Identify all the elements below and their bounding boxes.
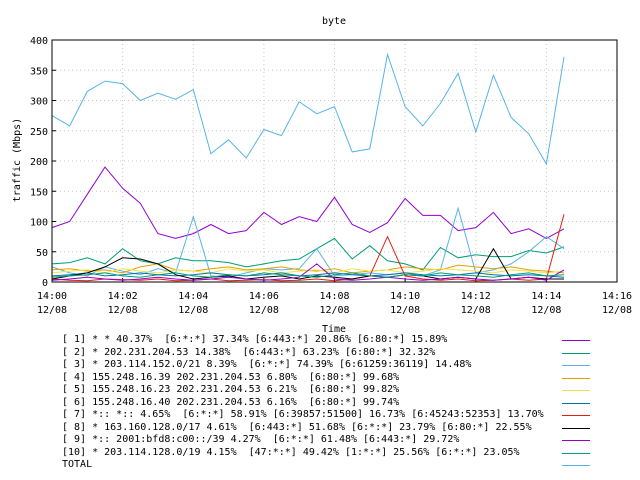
- series-line-10: [51, 272, 565, 278]
- legend-entry-label: [ 2] * 202.231.204.53 14.38% [6:443:*] 6…: [62, 346, 436, 358]
- x-tick-time: 14:10: [390, 291, 420, 302]
- x-tick-date: 12/08: [602, 305, 632, 316]
- y-tick-label: 350: [30, 66, 48, 77]
- series-line-11: [51, 52, 565, 166]
- legend-entry-label: [ 6] 155.248.16.40 202.231.204.53 6.16% …: [62, 396, 400, 408]
- series-line-9: [51, 263, 565, 281]
- y-tick-label: 150: [30, 187, 48, 198]
- legend-swatch: [562, 440, 590, 441]
- legend-entry-label: [ 8] * 163.160.128.0/17 4.61% [6:443:*] …: [62, 421, 532, 433]
- chart-title: byte: [322, 16, 346, 27]
- legend-entry-label: TOTAL: [62, 459, 93, 470]
- legend-swatch: [562, 390, 590, 391]
- legend-swatch: [562, 427, 590, 429]
- x-tick-time: 14:02: [108, 291, 138, 302]
- grid-lines: [52, 40, 617, 282]
- series-lines: [51, 52, 565, 282]
- y-tick-label: 300: [30, 97, 48, 108]
- x-tick-date: 12/08: [390, 305, 420, 316]
- legend-swatch: [562, 415, 590, 416]
- y-tick-label: 50: [36, 248, 48, 259]
- y-tick-label: 100: [30, 218, 48, 229]
- x-tick-date: 12/08: [531, 305, 561, 316]
- legend-entry-label: [10] * 203.114.128.0/19 4.15% [47:*:*] 4…: [62, 446, 520, 458]
- legend-swatch: [562, 452, 590, 454]
- series-line-2: [51, 237, 565, 271]
- series-line-8: [51, 247, 564, 280]
- series-line-1: [51, 166, 565, 239]
- x-tick-time: 14:16: [602, 291, 632, 302]
- legend-entry-label: [ 7] *:: *:: 4.65% [6:*:*] 58.91% [6:398…: [62, 409, 544, 420]
- legend-swatch: [562, 402, 590, 404]
- x-tick-date: 12/08: [178, 305, 208, 316]
- x-tick-time: 14:06: [249, 291, 279, 302]
- series-line-7: [51, 214, 565, 282]
- x-tick-time: 14:04: [178, 291, 208, 302]
- legend-swatch: [562, 377, 590, 379]
- x-tick-time: 14:14: [531, 291, 561, 302]
- x-tick-date: 12/08: [37, 305, 67, 316]
- legend-swatch: [562, 352, 590, 354]
- y-tick-label: 400: [30, 36, 48, 47]
- y-tick-label: 0: [42, 278, 48, 289]
- x-axis: 14:00 12/08 14:02 12/08 14:04 12/08 14:06 12/08…: [37, 278, 632, 316]
- x-tick-time: 14:08: [319, 291, 349, 302]
- plot-frame: [51, 39, 618, 283]
- legend-entry-label: [ 4] 155.248.16.39 202.231.204.53 6.80% …: [62, 371, 400, 383]
- legend-entry-label: [ 5] 155.248.16.23 202.231.204.53 6.21% …: [62, 384, 400, 395]
- x-tick-time: 14:00: [37, 291, 67, 302]
- x-tick-date: 12/08: [108, 305, 138, 316]
- series-line-3: [51, 206, 565, 278]
- legend-swatch: [562, 340, 590, 341]
- legend-entry-label: [ 9] *:: 2001:bfd8:c00::/39 4.27% [6:*:*…: [62, 434, 460, 445]
- x-tick-date: 12/08: [319, 305, 349, 316]
- series-line-4: [51, 263, 565, 274]
- legend-entry-label: [ 3] * 203.114.152.0/21 8.39% [6:*:*] 74…: [62, 359, 472, 370]
- x-tick-time: 14:12: [461, 291, 491, 302]
- legend-swatch: [562, 465, 590, 466]
- legend-swatch: [562, 365, 590, 366]
- legend-entry-label: [ 1] * * 40.37% [6:*:*] 37.34% [6:443:*]…: [62, 334, 448, 345]
- y-tick-label: 250: [30, 127, 48, 138]
- y-tick-label: 200: [30, 157, 48, 168]
- x-axis-label: Time: [322, 324, 346, 335]
- x-tick-date: 12/08: [249, 305, 279, 316]
- x-tick-date: 12/08: [461, 305, 491, 316]
- y-axis-label: traffic (Mbps): [12, 118, 23, 202]
- y-axis: 0 50 100 150 200 250 300 350 400: [30, 36, 56, 289]
